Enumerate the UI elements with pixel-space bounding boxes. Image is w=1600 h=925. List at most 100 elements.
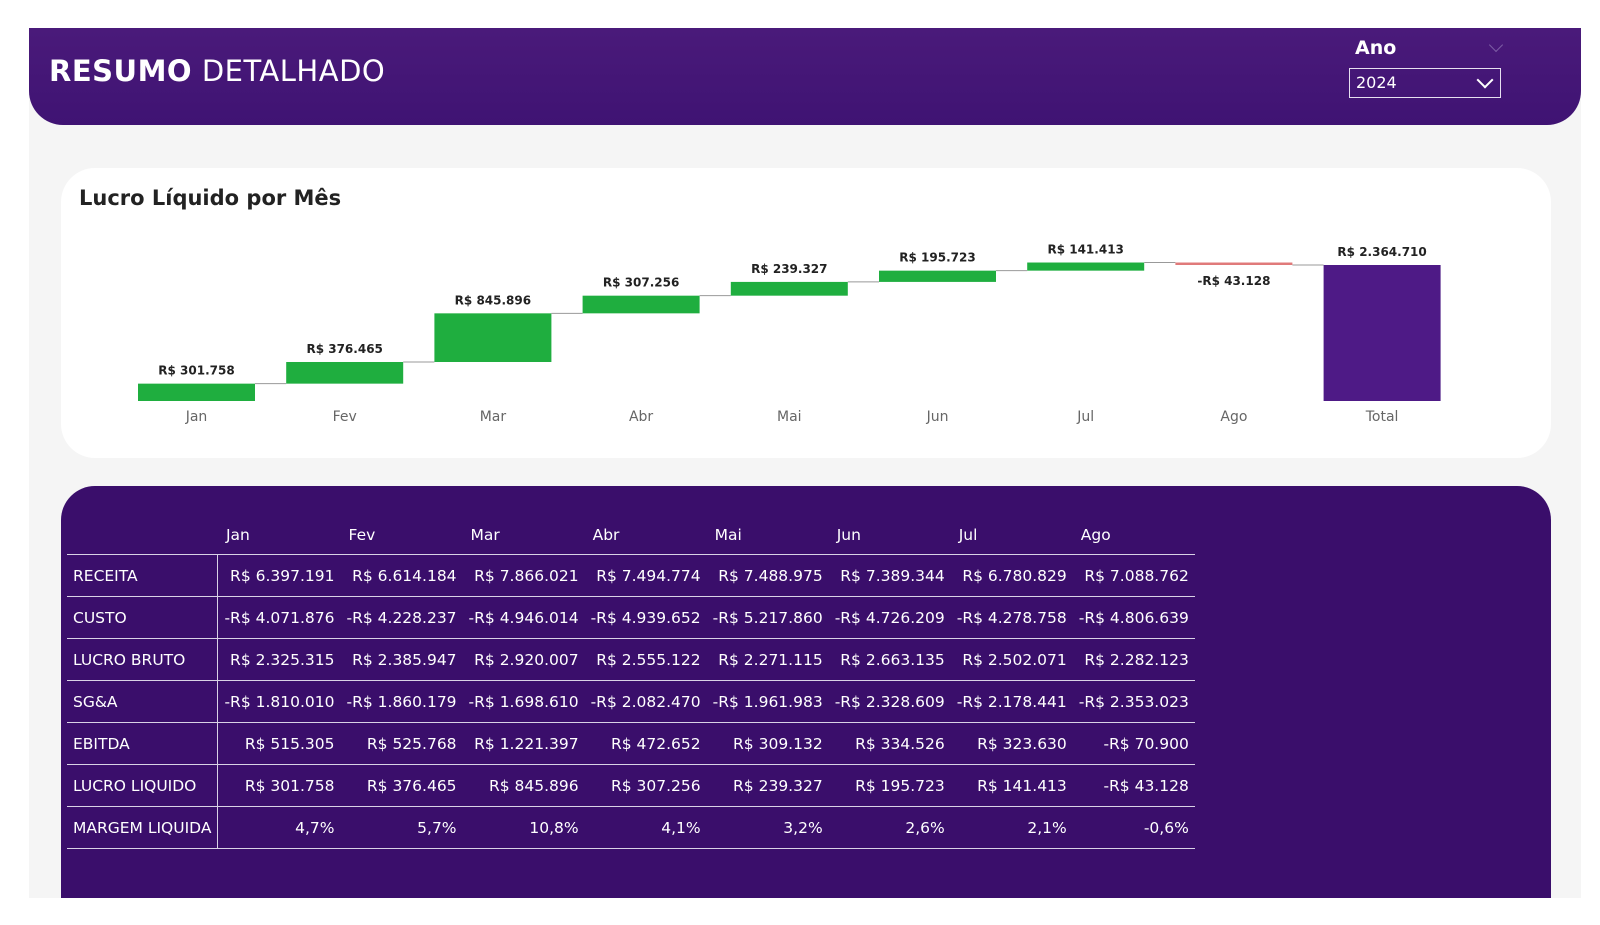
row-label: RECEITA — [67, 554, 219, 597]
bar-abr[interactable] — [582, 295, 700, 314]
x-tick-label: Mai — [777, 409, 802, 425]
table-cell: R$ 2.325.315 — [217, 638, 341, 681]
table-cell: -R$ 4.806.639 — [1072, 596, 1195, 639]
table-cell: -R$ 4.726.209 — [828, 596, 951, 639]
table-cell: -R$ 2.082.470 — [584, 680, 707, 723]
row-label: MARGEM LIQUIDA — [67, 806, 219, 849]
bar-jan[interactable] — [138, 383, 255, 401]
table-cell: 5,7% — [340, 806, 463, 849]
table-cell: R$ 2.271.115 — [706, 638, 829, 681]
column-header-jun[interactable]: Jun — [836, 526, 861, 544]
data-label: R$ 307.256 — [603, 276, 679, 290]
table-cell: R$ 6.614.184 — [340, 554, 463, 597]
bar-mai[interactable] — [730, 281, 848, 296]
table-cell: R$ 2.502.071 — [950, 638, 1073, 681]
table-cell: 2,6% — [828, 806, 951, 849]
page-title-bold: RESUMO — [49, 54, 193, 88]
column-header-jan[interactable]: Jan — [225, 526, 250, 544]
chart-title: Lucro Líquido por Mês — [79, 186, 342, 210]
table-cell: R$ 2.555.122 — [584, 638, 707, 681]
data-label: R$ 195.723 — [899, 251, 975, 265]
table-cell: -0,6% — [1072, 806, 1195, 849]
column-header-mar[interactable]: Mar — [470, 526, 500, 544]
pl-table-card: Jan Fev Mar Abr Mai Jun Jul Ago RECEITA R$ 6.397… — [61, 486, 1551, 898]
data-label: R$ 301.758 — [158, 364, 234, 378]
bar-jun[interactable] — [879, 270, 996, 282]
table-cell: R$ 2.920.007 — [462, 638, 585, 681]
x-tick-label: Jan — [185, 409, 208, 425]
table-cell: R$ 6.397.191 — [217, 554, 341, 597]
table-cell: R$ 239.327 — [706, 764, 829, 807]
table-row: CUSTO -R$ 4.071.876 -R$ 4.228.237 -R$ 4.946… — [67, 596, 1195, 639]
table-cell: R$ 7.494.774 — [584, 554, 707, 597]
table-cell: -R$ 1.961.983 — [706, 680, 829, 723]
year-slicer-dropdown[interactable]: 2024 — [1349, 68, 1501, 98]
table-row: MARGEM LIQUIDA 4,7% 5,7% 10,8% 4,1% 3,2% 2,6% 2… — [67, 806, 1195, 849]
table-cell: -R$ 2.328.609 — [828, 680, 951, 723]
table-cell: 4,7% — [217, 806, 341, 849]
table-cell: -R$ 1.810.010 — [217, 680, 341, 723]
table-row: EBITDA R$ 515.305 R$ 525.768 R$ 1.221.397 R$… — [67, 722, 1195, 765]
x-tick-label: Jul — [1076, 409, 1094, 425]
x-tick-label: Abr — [629, 409, 653, 425]
table-cell: R$ 334.526 — [828, 722, 951, 765]
table-cell: 10,8% — [462, 806, 585, 849]
row-label: LUCRO BRUTO — [67, 638, 219, 681]
waterfall-chart: R$ 301.758 Jan R$ 376.465 Fev R$ 845.896 Mar R… — [138, 243, 1441, 425]
table-row: SG&A -R$ 1.810.010 -R$ 1.860.179 -R$ 1.698.… — [67, 680, 1195, 723]
column-header-ago[interactable]: Ago — [1080, 526, 1111, 544]
table-row: RECEITA R$ 6.397.191 R$ 6.614.184 R$ 7.866.… — [67, 554, 1195, 597]
row-label: SG&A — [67, 680, 219, 723]
column-header-jul[interactable]: Jul — [958, 526, 978, 544]
table-cell: -R$ 4.228.237 — [340, 596, 463, 639]
table-cell: -R$ 4.278.758 — [950, 596, 1073, 639]
header-banner: RESUMO DETALHADO Ano 2024 — [29, 28, 1581, 125]
table-cell: R$ 7.088.762 — [1072, 554, 1195, 597]
bar-fev[interactable] — [286, 361, 404, 384]
table-cell: R$ 7.389.344 — [828, 554, 951, 597]
net-profit-chart-card: Lucro Líquido por Mês R$ 301.758 Jan R$ 37… — [61, 168, 1551, 458]
bar-total[interactable] — [1323, 265, 1441, 401]
bar-mar[interactable] — [434, 313, 552, 362]
table-cell: R$ 376.465 — [340, 764, 463, 807]
table-cell: -R$ 43.128 — [1072, 764, 1195, 807]
x-tick-label: Ago — [1220, 409, 1247, 425]
table-cell: R$ 309.132 — [706, 722, 829, 765]
table-row: LUCRO BRUTO R$ 2.325.315 R$ 2.385.947 R$ 2.… — [67, 638, 1195, 681]
table-cell: R$ 7.866.021 — [462, 554, 585, 597]
table-cell: -R$ 5.217.860 — [706, 596, 829, 639]
table-cell: 4,1% — [584, 806, 707, 849]
chevron-down-icon — [1476, 71, 1494, 89]
column-header-abr[interactable]: Abr — [592, 526, 620, 544]
x-tick-label: Total — [1365, 409, 1399, 425]
data-label: R$ 376.465 — [306, 342, 382, 356]
table-cell: R$ 7.488.975 — [706, 554, 829, 597]
table-cell: 2,1% — [950, 806, 1073, 849]
table-cell: -R$ 70.900 — [1072, 722, 1195, 765]
slicer-collapse-chevron-icon[interactable] — [1488, 37, 1504, 53]
table-cell: R$ 2.663.135 — [828, 638, 951, 681]
table-cell: R$ 525.768 — [340, 722, 463, 765]
x-tick-label: Jun — [926, 409, 949, 425]
table-cell: 3,2% — [706, 806, 829, 849]
data-label: R$ 141.413 — [1047, 243, 1123, 257]
page-title: RESUMO DETALHADO — [49, 54, 385, 88]
data-label: -R$ 43.128 — [1197, 274, 1270, 288]
column-header-fev[interactable]: Fev — [348, 526, 376, 544]
table-cell: R$ 195.723 — [828, 764, 951, 807]
column-header-mai[interactable]: Mai — [714, 526, 742, 544]
table-row: LUCRO LIQUIDO R$ 301.758 R$ 376.465 R$ 845.… — [67, 764, 1195, 807]
year-slicer-label: Ano — [1355, 37, 1397, 59]
x-tick-label: Fev — [333, 409, 357, 425]
table-cell: -R$ 4.946.014 — [462, 596, 585, 639]
page-title-light: DETALHADO — [201, 54, 386, 88]
table-header-corner — [67, 516, 218, 555]
table-cell: R$ 307.256 — [584, 764, 707, 807]
bar-jul[interactable] — [1027, 262, 1145, 271]
table-cell: R$ 301.758 — [217, 764, 341, 807]
table-cell: -R$ 4.939.652 — [584, 596, 707, 639]
table-cell: -R$ 2.353.023 — [1072, 680, 1195, 723]
row-label: LUCRO LIQUIDO — [67, 764, 219, 807]
bar-ago[interactable] — [1175, 262, 1293, 265]
table-cell: -R$ 2.178.441 — [950, 680, 1073, 723]
